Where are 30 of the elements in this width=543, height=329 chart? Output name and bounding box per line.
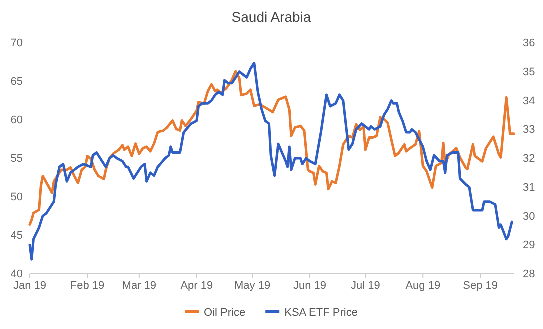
- line-series: [28, 62, 514, 261]
- x-tick-label: May 19: [234, 280, 271, 292]
- line-series: [28, 70, 516, 226]
- x-tick-label: Mar 19: [122, 280, 157, 292]
- y-tick-label: 70: [10, 38, 23, 50]
- x-tick-label: Jan 19: [13, 280, 47, 292]
- y-tick-label: 40: [10, 268, 23, 281]
- legend-label: KSA ETF Price: [284, 307, 358, 319]
- y2-tick-label: 31: [523, 182, 536, 194]
- y-tick-label: 65: [10, 76, 23, 88]
- y-tick-label: 50: [10, 192, 23, 204]
- x-tick-label: Apr 19: [180, 280, 214, 292]
- y2-tick-label: 29: [523, 240, 536, 252]
- y2-tick-label: 28: [523, 268, 536, 281]
- x-tick-label: Jul 19: [350, 280, 380, 292]
- x-tick-label: Sep 19: [463, 280, 498, 292]
- y-tick-label: 45: [10, 230, 23, 242]
- y2-tick-label: 33: [523, 124, 536, 136]
- y2-tick-label: 30: [523, 210, 536, 223]
- x-tick-label: Feb 19: [70, 280, 105, 292]
- legend-label: Oil Price: [204, 307, 246, 319]
- y-tick-label: 55: [10, 153, 23, 166]
- chart-title: Saudi Arabia: [232, 9, 312, 25]
- y2-tick-label: 34: [523, 95, 536, 108]
- y2-tick-label: 36: [523, 38, 536, 50]
- x-tick-label: Jun 19: [294, 280, 327, 292]
- x-tick-label: Aug 19: [406, 280, 441, 292]
- y-tick-label: 60: [10, 114, 23, 127]
- y2-tick-label: 32: [523, 153, 536, 166]
- y2-tick-label: 35: [523, 66, 536, 78]
